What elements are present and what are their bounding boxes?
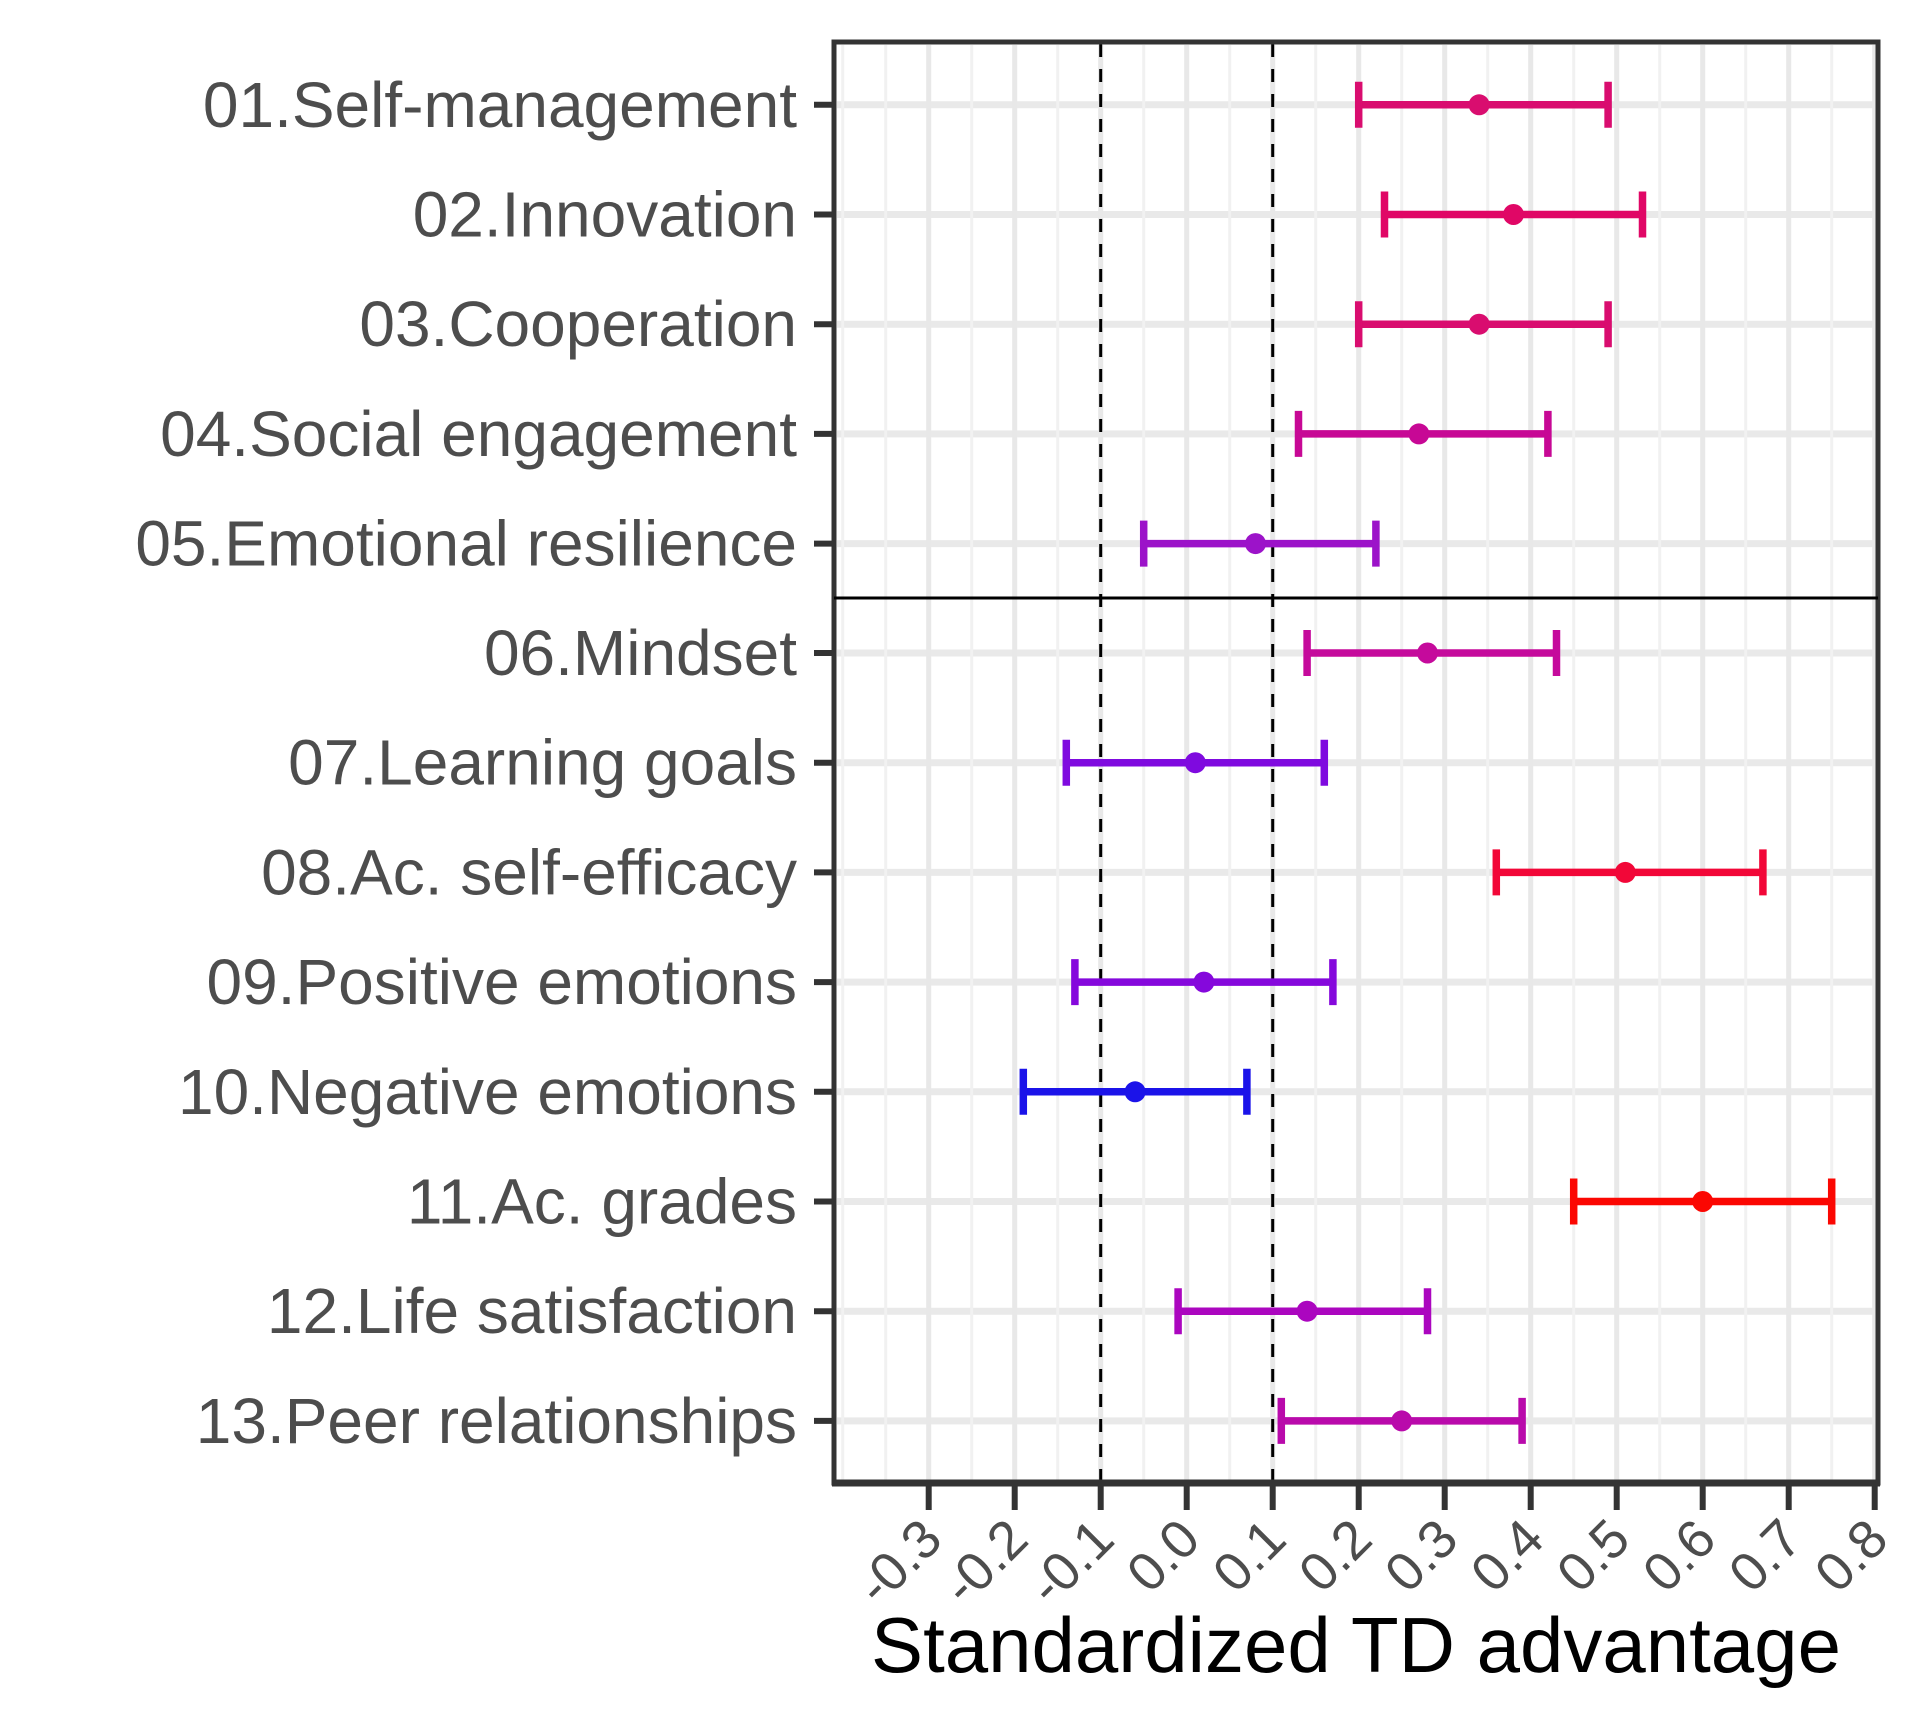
category-label: 01.Self-management [203, 69, 797, 141]
forest-row [1354, 81, 1612, 128]
forest-row [1354, 301, 1612, 348]
estimate-point [1503, 204, 1524, 225]
estimate-point [1193, 971, 1215, 993]
category-label: 02.Innovation [413, 179, 797, 251]
estimate-point [1245, 533, 1266, 555]
axes: -0.3-0.2-0.10.00.10.20.30.40.50.60.70.80… [135, 69, 1899, 1616]
data-series [1019, 81, 1836, 1444]
forest-row [1303, 630, 1561, 676]
forest-row [1294, 410, 1552, 457]
x-axis-title: Standardized TD advantage [871, 1601, 1841, 1689]
category-label: 13.Peer relationships [196, 1385, 797, 1457]
category-label: 05.Emotional resilience [135, 508, 797, 580]
category-label: 03.Cooperation [359, 288, 797, 360]
forest-row [1380, 191, 1647, 238]
category-label: 07.Learning goals [288, 727, 797, 799]
estimate-point [1391, 1410, 1413, 1432]
category-label: 11.Ac. grades [407, 1166, 797, 1238]
forest-row [1174, 1288, 1432, 1335]
forest-row [1569, 1178, 1836, 1225]
estimate-point [1124, 1081, 1146, 1103]
category-label: 06.Mindset [484, 617, 797, 689]
estimate-point [1296, 1300, 1318, 1322]
category-label: 10.Negative emotions [178, 1056, 797, 1128]
estimate-point [1417, 642, 1438, 664]
forest-row [1062, 739, 1329, 786]
forest-row [1139, 520, 1380, 567]
category-label: 12.Life satisfaction [267, 1275, 797, 1347]
estimate-point [1468, 94, 1490, 116]
estimate-point [1184, 752, 1206, 774]
estimate-point [1692, 1191, 1714, 1212]
category-label: 08.Ac. self-efficacy [261, 836, 797, 908]
estimate-point [1408, 423, 1430, 445]
category-label: 04.Social engagement [160, 398, 797, 470]
forest-row [1019, 1068, 1251, 1115]
estimate-point [1614, 861, 1636, 883]
forest-row [1071, 959, 1337, 1006]
forest-row [1492, 849, 1767, 896]
forest-row [1277, 1397, 1526, 1444]
estimate-point [1468, 313, 1490, 335]
category-label: 09.Positive emotions [206, 946, 797, 1018]
